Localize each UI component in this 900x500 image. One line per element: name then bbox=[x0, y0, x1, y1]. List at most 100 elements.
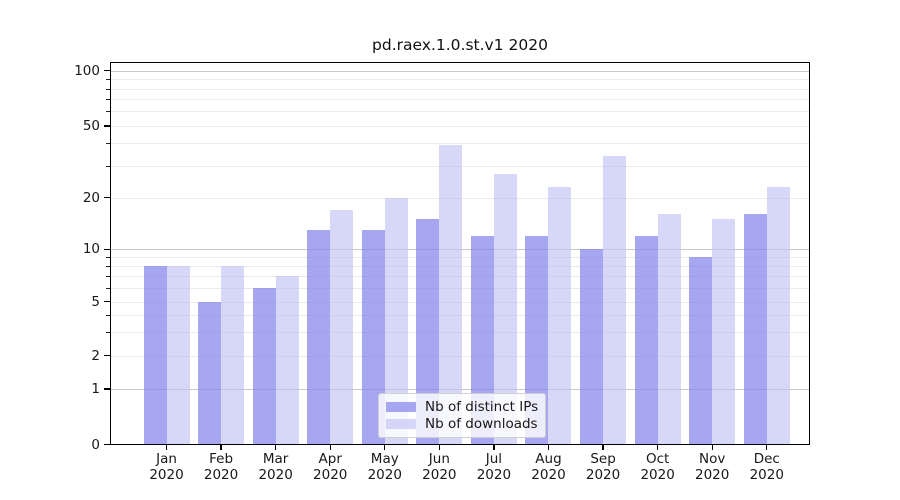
x-label-line: 2020 bbox=[531, 467, 566, 483]
bar-nb-of-distinct-ips-dec-2020 bbox=[743, 214, 767, 445]
x-label-line: Jul bbox=[485, 451, 503, 467]
x-label-line: 2020 bbox=[695, 467, 730, 483]
x-tick-may-2020 bbox=[384, 445, 386, 450]
x-label-line: Apr bbox=[318, 451, 342, 467]
bar-nb-of-downloads-nov-2020 bbox=[712, 219, 736, 445]
y-minor-tick-4 bbox=[106, 314, 110, 316]
y-minor-tick-60 bbox=[106, 111, 110, 113]
y-tick-label-5: 5 bbox=[91, 293, 100, 310]
x-tick-feb-2020 bbox=[220, 445, 222, 450]
bar-nb-of-distinct-ips-jul-2020 bbox=[470, 235, 494, 445]
x-tick-label-jan-2020: Jan 2020 bbox=[136, 451, 198, 483]
bar-nb-of-downloads-dec-2020 bbox=[766, 186, 790, 445]
bar-nb-of-distinct-ips-oct-2020 bbox=[634, 235, 658, 445]
y-minor-tick-90 bbox=[106, 79, 110, 81]
y-tick-10 bbox=[104, 248, 110, 250]
plot-area-border bbox=[110, 62, 810, 445]
x-label-line: 2020 bbox=[203, 467, 239, 483]
chart-title: pd.raex.1.0.st.v1 2020 bbox=[372, 36, 548, 54]
y-tick-50 bbox=[104, 125, 110, 127]
legend-label-nb-of-distinct-ips: Nb of distinct IPs bbox=[425, 398, 539, 415]
legend-label-nb-of-downloads: Nb of downloads bbox=[425, 416, 538, 433]
x-label-line: 2020 bbox=[640, 467, 675, 483]
bar-nb-of-distinct-ips-sep-2020 bbox=[580, 249, 604, 445]
y-minor-tick-6 bbox=[106, 287, 110, 289]
x-tick-label-apr-2020: Apr 2020 bbox=[299, 451, 361, 483]
y-minor-tick-70 bbox=[106, 99, 110, 101]
y-minor-tick-9 bbox=[106, 257, 110, 259]
x-tick-sep-2020 bbox=[602, 445, 604, 450]
legend-swatch-nb-of-downloads bbox=[386, 419, 416, 430]
x-tick-label-jun-2020: Jun 2020 bbox=[408, 451, 470, 483]
x-tick-label-aug-2020: Aug 2020 bbox=[517, 451, 579, 483]
y-tick-0 bbox=[104, 443, 110, 446]
x-label-line: 2020 bbox=[149, 467, 184, 483]
y-minor-tick-3 bbox=[106, 331, 110, 333]
x-tick-label-nov-2020: Nov 2020 bbox=[681, 451, 743, 483]
x-tick-label-dec-2020: Dec 2020 bbox=[736, 451, 798, 483]
y-minor-tick-30 bbox=[106, 165, 110, 167]
y-tick-label-10: 10 bbox=[82, 241, 100, 258]
y-tick-label-20: 20 bbox=[82, 189, 100, 206]
x-label-line: Nov bbox=[699, 451, 726, 467]
bar-nb-of-downloads-mar-2020 bbox=[275, 276, 299, 445]
bar-nb-of-distinct-ips-jan-2020 bbox=[143, 266, 167, 445]
x-tick-dec-2020 bbox=[766, 445, 768, 450]
bar-nb-of-downloads-apr-2020 bbox=[330, 209, 354, 445]
x-tick-label-mar-2020: Mar 2020 bbox=[245, 451, 307, 483]
legend-entry-nb-of-downloads: Nb of downloads bbox=[386, 416, 538, 433]
y-minor-tick-80 bbox=[106, 88, 110, 90]
y-tick-20 bbox=[104, 197, 110, 199]
y-tick-2 bbox=[104, 355, 110, 357]
bar-nb-of-distinct-ips-feb-2020 bbox=[198, 301, 222, 445]
y-tick-100 bbox=[104, 70, 110, 72]
x-label-line: Feb bbox=[209, 451, 234, 467]
x-tick-jan-2020 bbox=[165, 445, 168, 450]
y-minor-tick-7 bbox=[106, 276, 110, 278]
bar-nb-of-downloads-sep-2020 bbox=[603, 156, 627, 445]
bar-nb-of-distinct-ips-apr-2020 bbox=[307, 229, 331, 445]
minor-gridline-60 bbox=[111, 111, 809, 113]
y-tick-label-2: 2 bbox=[91, 347, 100, 364]
x-label-line: 2020 bbox=[367, 467, 402, 483]
x-tick-label-jul-2020: Jul 2020 bbox=[463, 451, 525, 483]
y-tick-label-0: 0 bbox=[91, 436, 100, 453]
x-tick-mar-2020 bbox=[274, 445, 277, 450]
bar-nb-of-downloads-aug-2020 bbox=[548, 186, 572, 445]
y-tick-label-100: 100 bbox=[74, 62, 100, 79]
bar-nb-of-downloads-jan-2020 bbox=[166, 266, 190, 445]
y-minor-tick-8 bbox=[106, 266, 110, 268]
minor-gridline-40 bbox=[111, 143, 809, 145]
x-label-line: 2020 bbox=[422, 467, 457, 483]
x-label-line: Aug bbox=[535, 451, 562, 467]
y-tick-label-50: 50 bbox=[82, 118, 100, 134]
x-tick-apr-2020 bbox=[329, 445, 331, 450]
x-label-line: 2020 bbox=[258, 467, 293, 483]
x-label-line: 2020 bbox=[585, 467, 621, 483]
bar-nb-of-downloads-feb-2020 bbox=[221, 266, 245, 445]
bar-nb-of-distinct-ips-mar-2020 bbox=[252, 287, 276, 445]
bar-nb-of-downloads-may-2020 bbox=[384, 197, 408, 445]
x-label-line: 2020 bbox=[313, 467, 348, 483]
x-tick-aug-2020 bbox=[547, 445, 550, 450]
x-label-line: Oct bbox=[645, 451, 670, 467]
major-gridline-100 bbox=[111, 70, 809, 72]
bar-nb-of-downloads-jun-2020 bbox=[439, 145, 463, 445]
x-label-line: Sep bbox=[590, 451, 616, 467]
x-label-line: May bbox=[370, 451, 399, 467]
bar-nb-of-downloads-oct-2020 bbox=[657, 214, 681, 445]
x-tick-label-oct-2020: Oct 2020 bbox=[627, 451, 689, 483]
minor-gridline-70 bbox=[111, 99, 809, 101]
bar-nb-of-distinct-ips-may-2020 bbox=[361, 229, 385, 445]
minor-gridline-80 bbox=[111, 88, 809, 90]
x-label-line: Dec bbox=[753, 451, 780, 467]
x-tick-label-sep-2020: Sep 2020 bbox=[572, 451, 634, 483]
y-tick-label-1: 1 bbox=[91, 381, 100, 397]
legend: Nb of distinct IPs Nb of downloads bbox=[378, 393, 546, 438]
x-tick-label-may-2020: May 2020 bbox=[354, 451, 416, 483]
x-label-line: Jan bbox=[156, 451, 177, 467]
bar-nb-of-downloads-jul-2020 bbox=[493, 174, 517, 445]
y-tick-1 bbox=[104, 388, 110, 390]
legend-entry-nb-of-distinct-ips: Nb of distinct IPs bbox=[386, 398, 539, 415]
